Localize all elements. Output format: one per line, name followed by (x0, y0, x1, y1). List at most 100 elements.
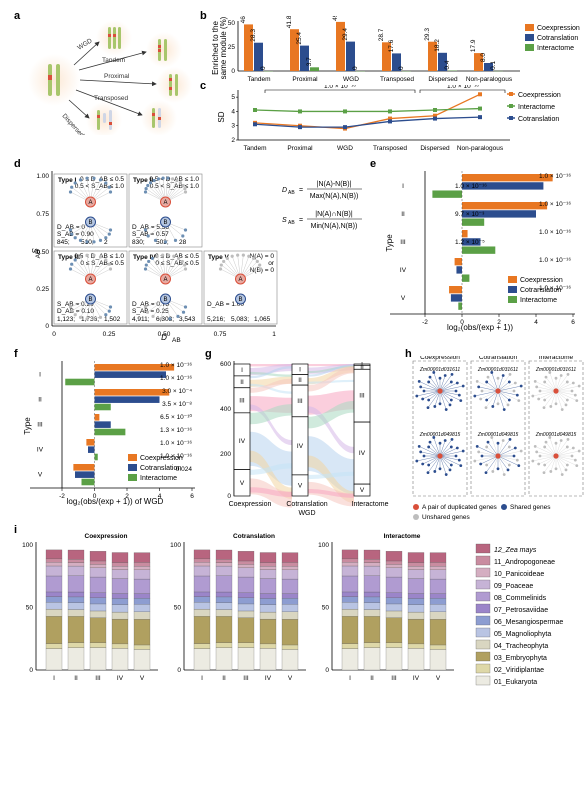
svg-text:Zm00001d031611: Zm00001d031611 (419, 367, 460, 373)
svg-text:1.0 × 10⁻¹⁶: 1.0 × 10⁻¹⁶ (160, 362, 192, 369)
svg-text:Proximal: Proximal (104, 73, 130, 80)
svg-text:WGD: WGD (343, 76, 359, 83)
svg-text:04_Tracheophyta: 04_Tracheophyta (494, 643, 548, 650)
svg-text:Coexpression: Coexpression (85, 533, 128, 540)
panel-f-label: f (14, 348, 18, 360)
svg-text:V: V (401, 295, 406, 302)
svg-text:II: II (222, 675, 226, 682)
svg-text:0.25: 0.25 (36, 286, 49, 293)
svg-text:9.7 × 10⁻³: 9.7 × 10⁻³ (455, 211, 485, 218)
svg-text:28.7: 28.7 (378, 28, 385, 41)
svg-text:50: 50 (228, 20, 236, 27)
svg-text:Shared genes: Shared genes (510, 504, 551, 511)
panel-h-networks: Coexpression Zm00001d031611 Zm00001d049815… (410, 356, 587, 524)
svg-text:5,216;: 5,216; (207, 316, 225, 323)
panel-g-label: g (205, 348, 212, 360)
svg-text:5,083;: 5,083; (231, 316, 249, 323)
svg-text:Interactome: Interactome (518, 104, 555, 111)
panel-d-diagram: S AB D AB 1.00 0.75 0.50 0.25 0 0 0.25 0… (24, 166, 369, 344)
svg-text:Zm00001d031611: Zm00001d031611 (477, 367, 518, 373)
svg-text:V: V (288, 675, 293, 682)
svg-text:Dispersed: Dispersed (61, 113, 86, 135)
svg-text:12_Zea mays: 12_Zea mays (494, 547, 537, 554)
svg-text:B: B (163, 220, 167, 226)
svg-text:1.0 × 10⁻¹⁶: 1.0 × 10⁻¹⁶ (539, 201, 571, 208)
svg-text:02_Viridiplantae: 02_Viridiplantae (494, 667, 544, 674)
svg-text:200: 200 (220, 451, 231, 458)
svg-text:2: 2 (104, 239, 108, 246)
svg-text:III: III (95, 675, 101, 682)
panel-a-label: a (14, 10, 20, 22)
svg-text:Non-paralogous: Non-paralogous (457, 145, 504, 152)
svg-text:N(B) = 0: N(B) = 0 (250, 267, 275, 274)
svg-text:17.6: 17.6 (388, 39, 395, 52)
svg-text:V: V (240, 480, 245, 487)
panel-b-chart: Enriched to the same module (%) 50 25 0 … (210, 16, 587, 86)
svg-text:Coexpression: Coexpression (420, 356, 460, 361)
svg-text:Tandem: Tandem (247, 76, 270, 83)
svg-text:100: 100 (22, 542, 33, 549)
svg-text:1,502: 1,502 (104, 316, 121, 323)
svg-text:III: III (359, 393, 365, 400)
svg-text:8.0: 8.0 (480, 53, 487, 62)
svg-text:09_Poaceae: 09_Poaceae (494, 583, 533, 590)
svg-text:I: I (39, 372, 41, 379)
svg-text:4: 4 (534, 319, 538, 326)
svg-text:B: B (88, 220, 92, 226)
svg-text:Cotranslation: Cotranslation (233, 533, 275, 540)
svg-text:05_Magnoliophyta: 05_Magnoliophyta (494, 631, 551, 638)
svg-text:0 ≤ S_AB ≤ 0.5: 0 ≤ S_AB ≤ 0.5 (80, 260, 124, 267)
svg-text:1.0 × 10⁻¹⁶: 1.0 × 10⁻¹⁶ (447, 85, 479, 90)
svg-text:Dispersed: Dispersed (428, 76, 458, 83)
svg-text:100: 100 (170, 542, 181, 549)
svg-text:Coexpression: Coexpression (537, 25, 580, 32)
svg-text:IV: IV (297, 443, 304, 450)
svg-text:AB: AB (172, 337, 181, 344)
svg-text:Unshared genes: Unshared genes (422, 514, 470, 521)
svg-text:3.5 × 10⁻⁸: 3.5 × 10⁻⁸ (162, 401, 192, 408)
svg-text:50: 50 (174, 605, 182, 612)
svg-text:28: 28 (179, 239, 187, 246)
svg-text:III: III (37, 422, 43, 429)
svg-text:Interactome: Interactome (352, 501, 389, 508)
svg-text:Proximal: Proximal (287, 145, 313, 152)
svg-text:V: V (436, 675, 441, 682)
svg-text:0.75: 0.75 (36, 211, 49, 218)
svg-text:1.0 × 10⁻¹⁶: 1.0 × 10⁻¹⁶ (324, 85, 356, 90)
svg-text:Tandem: Tandem (102, 57, 125, 64)
panel-i-label: i (14, 524, 17, 536)
svg-text:Non-paralogous: Non-paralogous (466, 76, 513, 83)
svg-text:10_Panicoideae: 10_Panicoideae (494, 571, 544, 578)
svg-text:Coexpression: Coexpression (140, 455, 183, 462)
svg-text:0.25: 0.25 (103, 331, 116, 338)
svg-text:Zm00001d031611: Zm00001d031611 (535, 367, 576, 373)
svg-text:28.3: 28.3 (250, 29, 257, 42)
svg-text:100: 100 (318, 542, 329, 549)
panel-i-chart: Coexpression050100PercentageIIIIIIIVVCot… (20, 530, 587, 705)
svg-text:4,911;: 4,911; (132, 316, 150, 323)
svg-text:830;: 830; (132, 239, 145, 246)
svg-text:0.50: 0.50 (158, 331, 171, 338)
svg-text:V: V (360, 487, 365, 494)
svg-text:-2: -2 (422, 319, 428, 326)
svg-text:IV: IV (239, 438, 246, 445)
svg-text:01_Eukaryota: 01_Eukaryota (494, 679, 537, 686)
svg-text:3,543: 3,543 (179, 316, 196, 323)
svg-text:log₂(obs/(exp + 1)): log₂(obs/(exp + 1)) (447, 323, 513, 332)
svg-text:A: A (163, 277, 167, 283)
svg-text:Coexpression: Coexpression (520, 277, 563, 284)
svg-text:08_Commelinids: 08_Commelinids (494, 595, 547, 602)
svg-text:Coexpression: Coexpression (229, 501, 272, 508)
svg-text:0 ≤ S_AB ≤ 0.5: 0 ≤ S_AB ≤ 0.5 (155, 260, 199, 267)
svg-text:Zm00001d049815: Zm00001d049815 (477, 432, 519, 438)
svg-text:S: S (282, 217, 287, 224)
svg-text:Interactome: Interactome (384, 533, 421, 540)
svg-text:0: 0 (231, 68, 235, 75)
panel-d-label: d (14, 158, 21, 170)
svg-text:V: V (140, 675, 145, 682)
svg-text:3.0 × 10⁻⁴: 3.0 × 10⁻⁴ (162, 388, 192, 395)
svg-text:III: III (243, 675, 249, 682)
svg-text:II: II (240, 379, 244, 386)
svg-text:V: V (38, 472, 43, 479)
svg-text:S_AB = 0.57: S_AB = 0.57 (132, 231, 169, 238)
